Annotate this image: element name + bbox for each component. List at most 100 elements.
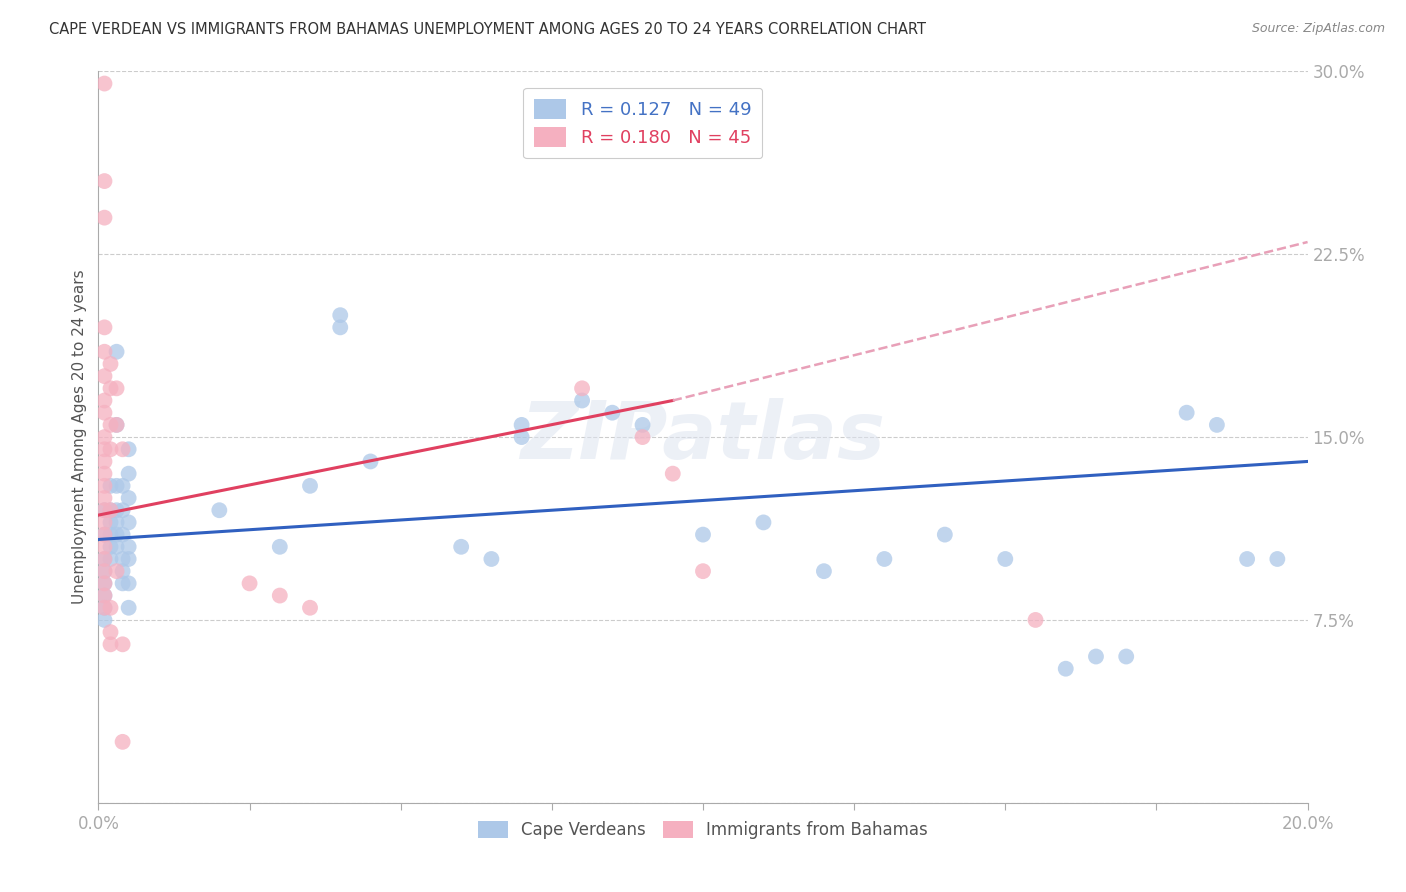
- Point: [111, 637, 134, 651]
- Point: [93, 600, 115, 615]
- Point: [752, 516, 775, 530]
- Text: CAPE VERDEAN VS IMMIGRANTS FROM BAHAMAS UNEMPLOYMENT AMONG AGES 20 TO 24 YEARS C: CAPE VERDEAN VS IMMIGRANTS FROM BAHAMAS …: [49, 22, 927, 37]
- Point: [239, 576, 262, 591]
- Point: [93, 589, 115, 603]
- Point: [93, 369, 115, 384]
- Point: [118, 540, 141, 554]
- Point: [100, 417, 122, 432]
- Point: [93, 552, 115, 566]
- Point: [1267, 552, 1289, 566]
- Point: [93, 576, 115, 591]
- Point: [100, 357, 122, 371]
- Point: [510, 430, 533, 444]
- Point: [93, 320, 115, 334]
- Point: [100, 442, 122, 457]
- Point: [93, 393, 115, 408]
- Point: [208, 503, 231, 517]
- Point: [450, 540, 472, 554]
- Point: [631, 417, 654, 432]
- Point: [1115, 649, 1137, 664]
- Point: [93, 174, 115, 188]
- Point: [93, 344, 115, 359]
- Point: [93, 552, 115, 566]
- Point: [1175, 406, 1198, 420]
- Point: [1024, 613, 1046, 627]
- Point: [111, 552, 134, 566]
- Point: [934, 527, 956, 541]
- Point: [118, 467, 141, 481]
- Point: [93, 406, 115, 420]
- Point: [100, 479, 122, 493]
- Point: [93, 442, 115, 457]
- Point: [93, 516, 115, 530]
- Point: [111, 564, 134, 578]
- Point: [93, 564, 115, 578]
- Point: [571, 381, 593, 395]
- Point: [571, 393, 593, 408]
- Point: [93, 527, 115, 541]
- Point: [100, 503, 122, 517]
- Point: [111, 442, 134, 457]
- Point: [93, 613, 115, 627]
- Point: [111, 503, 134, 517]
- Point: [510, 417, 533, 432]
- Y-axis label: Unemployment Among Ages 20 to 24 years: Unemployment Among Ages 20 to 24 years: [72, 269, 87, 605]
- Point: [105, 503, 128, 517]
- Point: [100, 503, 122, 517]
- Point: [329, 308, 352, 322]
- Point: [100, 625, 122, 640]
- Point: [111, 735, 134, 749]
- Point: [994, 552, 1017, 566]
- Point: [118, 491, 141, 505]
- Point: [93, 589, 115, 603]
- Point: [111, 576, 134, 591]
- Point: [93, 600, 115, 615]
- Point: [118, 600, 141, 615]
- Point: [93, 454, 115, 468]
- Point: [93, 211, 115, 225]
- Point: [93, 540, 115, 554]
- Point: [360, 454, 382, 468]
- Point: [105, 527, 128, 541]
- Point: [299, 479, 322, 493]
- Point: [299, 600, 322, 615]
- Point: [100, 381, 122, 395]
- Point: [105, 564, 128, 578]
- Point: [602, 406, 624, 420]
- Point: [118, 442, 141, 457]
- Point: [1236, 552, 1258, 566]
- Point: [813, 564, 835, 578]
- Point: [692, 564, 714, 578]
- Point: [105, 516, 128, 530]
- Point: [111, 527, 134, 541]
- Text: Source: ZipAtlas.com: Source: ZipAtlas.com: [1251, 22, 1385, 36]
- Point: [111, 479, 134, 493]
- Legend: Cape Verdeans, Immigrants from Bahamas: Cape Verdeans, Immigrants from Bahamas: [471, 814, 935, 846]
- Point: [1085, 649, 1108, 664]
- Point: [692, 527, 714, 541]
- Point: [100, 540, 122, 554]
- Point: [1206, 417, 1229, 432]
- Point: [100, 637, 122, 651]
- Point: [93, 527, 115, 541]
- Point: [873, 552, 896, 566]
- Point: [100, 552, 122, 566]
- Point: [269, 589, 291, 603]
- Point: [100, 516, 122, 530]
- Point: [105, 540, 128, 554]
- Point: [93, 467, 115, 481]
- Point: [93, 576, 115, 591]
- Point: [93, 503, 115, 517]
- Point: [93, 479, 115, 493]
- Point: [105, 344, 128, 359]
- Point: [93, 564, 115, 578]
- Point: [93, 77, 115, 91]
- Text: ZIPatlas: ZIPatlas: [520, 398, 886, 476]
- Point: [481, 552, 503, 566]
- Point: [661, 467, 683, 481]
- Point: [105, 479, 128, 493]
- Point: [631, 430, 654, 444]
- Point: [105, 417, 128, 432]
- Point: [100, 600, 122, 615]
- Point: [118, 576, 141, 591]
